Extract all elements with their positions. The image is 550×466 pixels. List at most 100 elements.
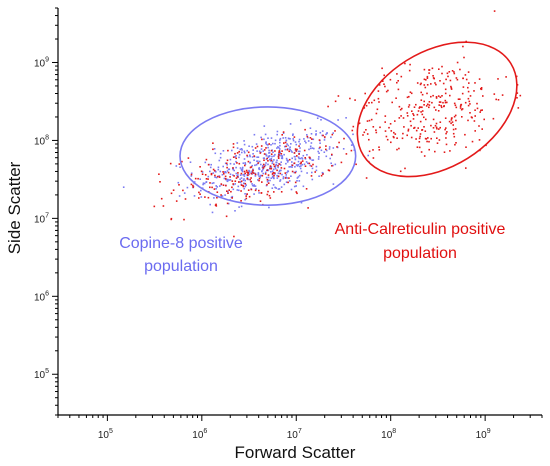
calreticulin-point xyxy=(384,115,387,117)
copine-point xyxy=(242,179,245,182)
copine-point xyxy=(251,156,254,158)
copine-point xyxy=(264,171,267,174)
calreticulin-point xyxy=(426,84,429,86)
copine-point xyxy=(241,149,243,151)
copine-point xyxy=(255,164,258,166)
copine-point xyxy=(220,195,223,198)
copine-point xyxy=(258,168,261,171)
calreticulin-point xyxy=(294,148,297,150)
copine-point xyxy=(271,162,274,165)
x-tick-label: 108 xyxy=(381,428,396,441)
calreticulin-point xyxy=(231,180,234,182)
copine-point xyxy=(244,185,247,188)
copine-point xyxy=(306,154,308,156)
calreticulin-point xyxy=(273,165,276,168)
copine-point xyxy=(332,132,334,134)
calreticulin-point xyxy=(244,164,246,167)
calreticulin-point xyxy=(248,195,251,198)
calreticulin-point xyxy=(281,134,283,136)
calreticulin-point xyxy=(394,120,396,122)
calreticulin-point xyxy=(243,170,246,173)
copine-point xyxy=(266,180,269,183)
copine-point xyxy=(268,158,271,161)
calreticulin-point xyxy=(437,110,440,112)
calreticulin-point xyxy=(447,75,449,78)
calreticulin-point xyxy=(412,113,414,115)
copine-point xyxy=(282,137,284,139)
calreticulin-point xyxy=(205,158,208,161)
calreticulin-point xyxy=(214,204,217,206)
copine-point xyxy=(269,166,271,169)
copine-point xyxy=(310,133,313,135)
annotation-copine-line-2: population xyxy=(144,258,218,275)
calreticulin-point xyxy=(262,167,264,169)
calreticulin-point xyxy=(420,106,423,108)
calreticulin-point xyxy=(296,155,298,157)
copine-point xyxy=(239,148,242,151)
calreticulin-point xyxy=(409,63,411,66)
copine-point xyxy=(253,193,255,195)
calreticulin-point xyxy=(303,149,306,152)
copine-point xyxy=(248,173,250,176)
copine-point xyxy=(328,148,331,150)
copine-point xyxy=(318,147,320,150)
calreticulin-point xyxy=(324,136,326,138)
calreticulin-point xyxy=(396,137,398,139)
calreticulin-point xyxy=(459,68,461,71)
calreticulin-point xyxy=(261,181,263,183)
calreticulin-point xyxy=(401,107,403,110)
copine-point xyxy=(236,147,239,149)
calreticulin-point xyxy=(225,162,228,165)
calreticulin-point xyxy=(207,196,210,199)
copine-point xyxy=(279,179,282,181)
calreticulin-point xyxy=(465,167,467,169)
copine-point xyxy=(265,153,267,156)
calreticulin-point xyxy=(435,126,438,129)
calreticulin-point xyxy=(247,174,249,176)
calreticulin-point xyxy=(407,106,410,108)
copine-point xyxy=(223,171,225,174)
calreticulin-point xyxy=(432,94,434,97)
calreticulin-point xyxy=(365,129,367,131)
calreticulin-point xyxy=(277,175,280,178)
copine-point xyxy=(258,167,260,169)
calreticulin-point xyxy=(406,96,409,99)
calreticulin-point xyxy=(388,126,390,129)
copine-point xyxy=(246,149,248,152)
copine-point xyxy=(269,179,271,182)
copine-point xyxy=(274,142,276,145)
copine-point xyxy=(267,176,270,179)
calreticulin-point xyxy=(245,169,248,172)
calreticulin-point xyxy=(400,75,403,78)
copine-point xyxy=(218,175,221,177)
calreticulin-point xyxy=(378,146,380,148)
calreticulin-point xyxy=(366,133,369,135)
calreticulin-point xyxy=(438,101,441,103)
copine-point xyxy=(315,165,318,168)
calreticulin-point xyxy=(256,145,259,148)
calreticulin-point xyxy=(423,84,426,86)
calreticulin-point xyxy=(469,103,471,105)
calreticulin-point xyxy=(250,172,253,175)
copine-point xyxy=(279,164,282,166)
calreticulin-point xyxy=(240,180,243,183)
calreticulin-point xyxy=(387,89,389,92)
calreticulin-point xyxy=(418,146,421,149)
copine-point xyxy=(248,145,250,147)
calreticulin-point xyxy=(454,128,457,130)
copine-point xyxy=(239,174,242,176)
copine-point xyxy=(279,180,281,182)
copine-point xyxy=(229,179,232,181)
y-tick-label: 106 xyxy=(34,290,49,303)
calreticulin-point xyxy=(363,107,366,109)
copine-point xyxy=(205,181,208,183)
calreticulin-point xyxy=(283,167,286,170)
copine-point xyxy=(262,165,264,167)
calreticulin-point xyxy=(439,80,441,82)
calreticulin-point xyxy=(430,95,432,98)
calreticulin-point xyxy=(438,68,440,70)
copine-point xyxy=(260,163,262,166)
calreticulin-point xyxy=(277,155,280,158)
calreticulin-point xyxy=(462,45,464,48)
calreticulin-point xyxy=(213,169,216,172)
